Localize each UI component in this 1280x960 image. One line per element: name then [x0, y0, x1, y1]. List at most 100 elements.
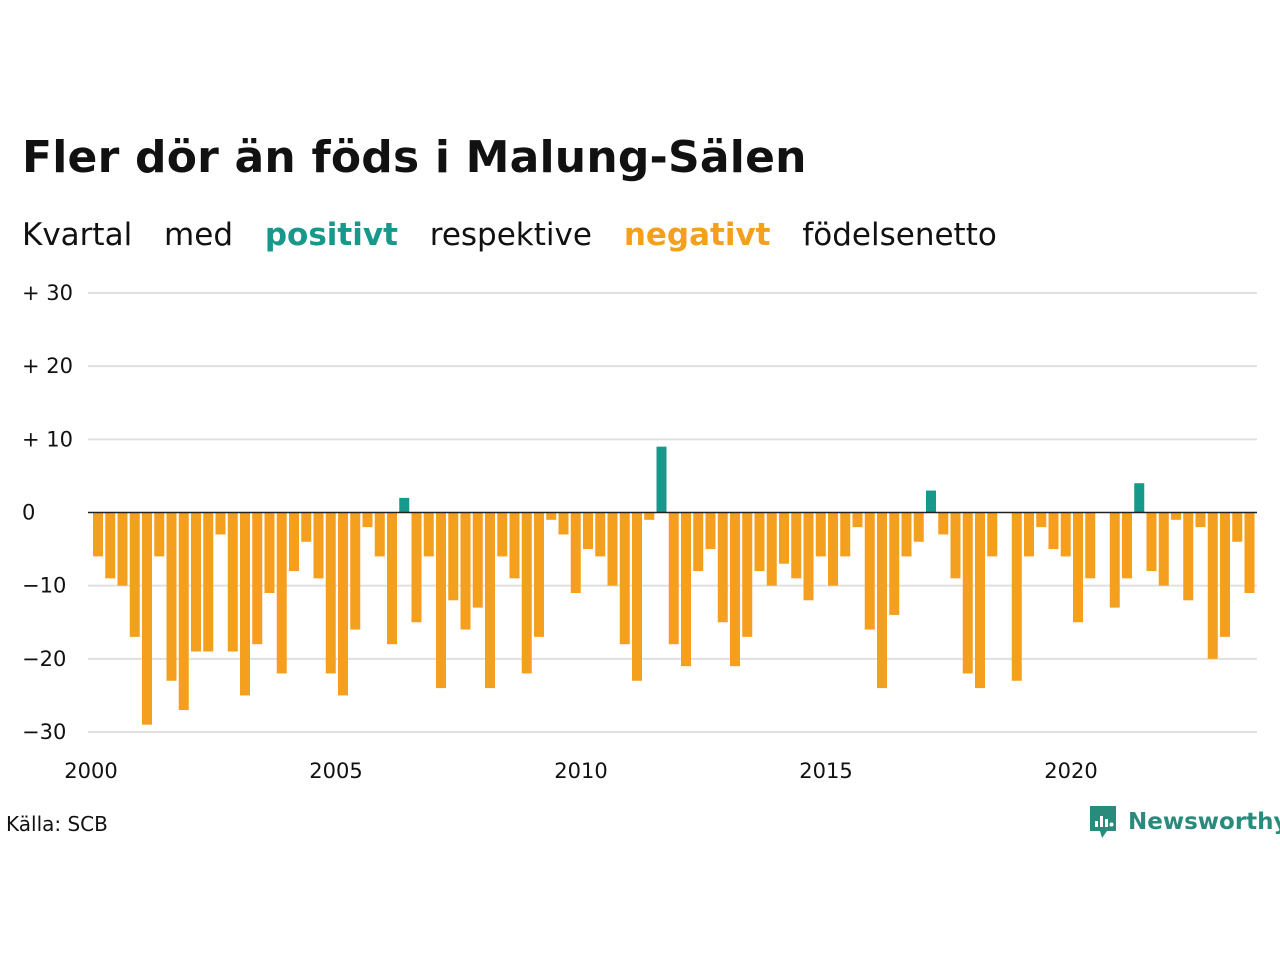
bar — [448, 512, 459, 601]
bar — [815, 512, 826, 557]
x-tick-label: 2020 — [1044, 759, 1097, 783]
bar — [485, 512, 495, 689]
bar — [877, 512, 887, 689]
bar — [546, 512, 557, 520]
y-tick-label: −10 — [22, 574, 66, 598]
bar — [350, 512, 361, 630]
bar — [252, 512, 263, 645]
bar — [901, 512, 912, 557]
bar — [411, 512, 422, 623]
bar — [742, 512, 753, 637]
bar — [178, 512, 189, 711]
bar — [1232, 512, 1243, 542]
bar — [374, 512, 385, 557]
x-tick-label: 2000 — [64, 759, 117, 783]
bar — [558, 512, 569, 535]
bar — [938, 512, 949, 535]
bar — [1146, 512, 1157, 572]
bar — [730, 512, 740, 667]
bar — [117, 512, 128, 586]
bar — [913, 512, 924, 542]
brand-name: Newsworthy — [1128, 809, 1280, 835]
y-tick-label: −20 — [22, 647, 66, 671]
bar — [864, 512, 875, 630]
bar — [987, 512, 998, 557]
bar — [668, 512, 679, 645]
bar — [215, 512, 226, 535]
bar — [105, 512, 116, 579]
bar — [975, 512, 985, 689]
bar — [399, 497, 410, 513]
subtitle-word: Kvartal — [22, 217, 133, 253]
bar — [1060, 512, 1071, 557]
bar — [583, 512, 593, 550]
x-tick-label: 2015 — [799, 759, 852, 783]
bar — [1134, 483, 1145, 513]
bar — [129, 512, 140, 637]
subtitle-negative: negativt — [623, 217, 771, 253]
bar — [227, 512, 238, 652]
bar — [1011, 512, 1022, 681]
bar — [191, 512, 201, 652]
y-tick-label: + 20 — [22, 354, 73, 378]
subtitle-word: respektive — [429, 217, 592, 253]
y-tick-label: + 10 — [22, 427, 73, 451]
bar — [705, 512, 716, 550]
bar — [962, 512, 973, 674]
bar — [313, 512, 324, 579]
bar — [889, 512, 900, 615]
chart-subtitle: Kvartal med positivt respektive negativt… — [22, 217, 1019, 253]
bar — [142, 512, 152, 725]
y-tick-label: + 30 — [22, 281, 73, 305]
bar — [1036, 512, 1047, 528]
bar — [717, 512, 728, 623]
bar — [754, 512, 765, 572]
x-tick-label: 2005 — [309, 759, 362, 783]
subtitle-word: med — [164, 217, 233, 253]
bar — [289, 512, 299, 572]
bar — [1195, 512, 1206, 528]
bar — [1171, 512, 1181, 520]
bar — [362, 512, 373, 528]
bar — [472, 512, 483, 608]
bar — [607, 512, 618, 586]
bar — [681, 512, 691, 667]
bar — [1207, 512, 1218, 659]
bar — [1024, 512, 1034, 557]
bar — [93, 512, 103, 557]
bar — [1048, 512, 1059, 550]
bar — [1158, 512, 1169, 586]
bar — [632, 512, 642, 681]
bar — [276, 512, 287, 674]
bar — [1244, 512, 1255, 593]
bar — [693, 512, 704, 572]
bar — [791, 512, 802, 579]
source-note: Källa: SCB — [6, 812, 108, 836]
bar — [436, 512, 446, 689]
bar — [950, 512, 961, 579]
y-tick-label: −30 — [22, 720, 66, 744]
bar — [595, 512, 606, 557]
bar — [534, 512, 544, 637]
bar — [828, 512, 838, 586]
bar — [779, 512, 789, 564]
bar — [1073, 512, 1083, 623]
y-tick-label: 0 — [22, 501, 35, 525]
bar — [840, 512, 851, 557]
bar — [240, 512, 250, 696]
bar — [1220, 512, 1230, 637]
bar — [1085, 512, 1096, 579]
bar — [509, 512, 520, 579]
bar — [460, 512, 471, 630]
bar — [264, 512, 275, 593]
bar — [338, 512, 348, 696]
newsworthy-logo-icon — [1090, 806, 1116, 838]
brand-logo: Newsworthy — [1088, 804, 1280, 840]
x-tick-label: 2010 — [554, 759, 607, 783]
bar — [926, 490, 936, 513]
bar — [301, 512, 312, 542]
bar — [497, 512, 508, 557]
bar — [166, 512, 177, 681]
subtitle-positive: positivt — [264, 217, 398, 253]
bar — [521, 512, 532, 674]
